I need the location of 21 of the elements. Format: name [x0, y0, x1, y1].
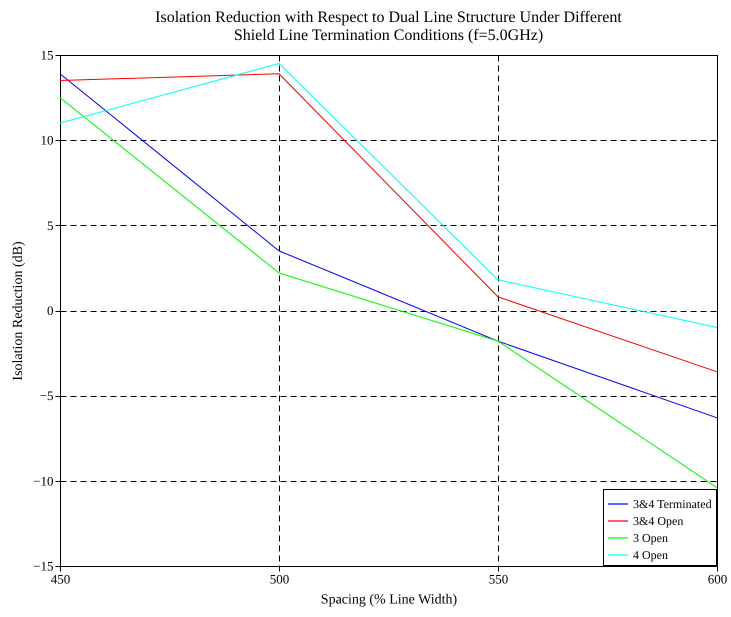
y-tick-label: −10 — [33, 473, 54, 488]
legend-label: 3&4 Terminated — [633, 497, 712, 511]
x-tick-label: 600 — [708, 572, 728, 586]
legend-label: 3 Open — [633, 531, 668, 545]
y-tick-label: 0 — [47, 303, 54, 318]
y-tick-label: 15 — [40, 48, 54, 62]
x-axis-title: Spacing (% Line Width) — [320, 592, 458, 608]
legend-label: 3&4 Open — [633, 514, 684, 528]
legend-label: 4 Open — [633, 548, 668, 562]
line-series — [60, 63, 718, 328]
y-axis-title: Isolation Reduction (dB) — [11, 241, 26, 381]
y-tick-label: −5 — [40, 388, 54, 404]
x-tick-label: 450 — [50, 572, 70, 586]
x-tick-label: 550 — [488, 572, 508, 586]
line-series — [60, 97, 718, 488]
y-tick-label: 10 — [40, 132, 54, 148]
y-tick-label: 5 — [47, 218, 54, 233]
y-tick-label: −15 — [33, 558, 54, 574]
text: Isolation Reduction with Respect to Dual Line Structure Under Different — [155, 9, 622, 26]
x-tick-label: 500 — [270, 572, 290, 586]
text: Shield Line Termination Conditions (f=5.0GHz) — [234, 27, 544, 44]
